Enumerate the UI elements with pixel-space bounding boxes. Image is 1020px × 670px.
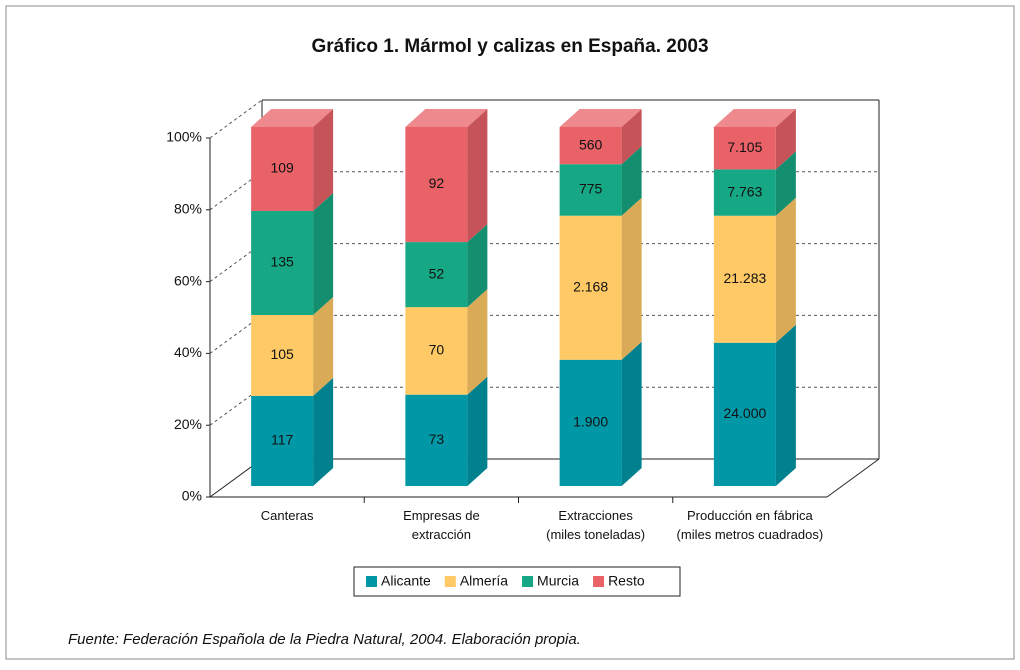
y-tick-label: 0% (182, 488, 202, 504)
bar-segment (251, 109, 334, 211)
x-tick-label: Producción en fábrica (miles metros cuadr… (677, 508, 824, 542)
x-tick-label: Extracciones (miles toneladas) (546, 508, 645, 542)
data-label: 70 (429, 342, 445, 358)
bar-front (559, 164, 622, 216)
bar-front (251, 314, 314, 396)
legend-swatch (593, 576, 605, 587)
data-label: 73 (429, 431, 445, 447)
source-note: Fuente: Federación Española de la Piedra… (68, 631, 581, 648)
bar-segment (559, 341, 642, 486)
bar-front (713, 215, 776, 343)
bar-top (559, 109, 642, 127)
x-tick-label: Canteras (261, 508, 314, 523)
floor-edge (826, 458, 880, 498)
legend-swatch (366, 576, 377, 587)
bar-side (313, 192, 334, 315)
bar-side (313, 377, 334, 486)
grid-line (209, 314, 263, 354)
bar-side (775, 324, 796, 486)
legend-box (353, 566, 681, 597)
data-label: 117 (271, 432, 294, 448)
data-label: 1.900 (573, 414, 608, 430)
bar-top (405, 109, 488, 127)
bar-segment (713, 109, 796, 170)
data-label: 109 (270, 160, 294, 176)
bar-front (559, 127, 622, 165)
y-tick-label: 20% (174, 416, 202, 432)
bar-segment (559, 197, 642, 360)
y-tick-label: 100% (166, 129, 202, 145)
bar-segment (405, 224, 488, 308)
data-label: 135 (270, 254, 294, 270)
legend-label: Murcia (537, 573, 579, 589)
data-label: 92 (429, 175, 445, 191)
bar-front (405, 307, 468, 395)
bar-front (713, 127, 776, 170)
data-label: 105 (270, 346, 294, 362)
bar-segment (713, 324, 796, 486)
bar-front (559, 215, 622, 360)
data-label: 21.283 (723, 270, 766, 286)
y-tick-label: 40% (174, 344, 202, 360)
chart-title: Gráfico 1. Mármol y calizas en España. 2… (311, 36, 708, 57)
bar-segment (713, 151, 796, 216)
bar-segment (405, 109, 488, 243)
bar-segment (713, 197, 796, 343)
bar-front (713, 342, 776, 486)
x-tick-label: Empresas de extracción (403, 508, 480, 542)
bar-top (713, 109, 796, 127)
grid-line (209, 171, 263, 211)
legend-label: Almería (460, 573, 508, 589)
bar-front (251, 210, 314, 315)
data-label: 2.168 (573, 278, 608, 294)
y-tick-label: 60% (174, 272, 202, 288)
bar-side (621, 341, 642, 486)
bar-segment (251, 296, 334, 396)
bar-side (775, 151, 796, 216)
bar-side (621, 109, 642, 165)
legend-label: Resto (608, 573, 645, 589)
bar-side (775, 197, 796, 343)
frame (5, 5, 1015, 660)
bar-front (713, 169, 776, 216)
bar-side (621, 146, 642, 216)
legend-swatch (522, 576, 534, 587)
grid-line (209, 243, 263, 283)
bar-segment (559, 146, 642, 216)
data-label: 24.000 (723, 405, 766, 421)
bar-segment (405, 376, 488, 486)
bar-front (405, 242, 468, 308)
bar-segment (251, 377, 334, 486)
bar-side (467, 109, 488, 243)
bar-segment (251, 192, 334, 315)
legend-swatch (444, 576, 456, 587)
bar-side (313, 296, 334, 396)
bar-front (251, 127, 314, 211)
bar-front (559, 359, 622, 486)
bar-side (775, 109, 796, 170)
legend-label: Alicante (381, 573, 431, 589)
data-label: 52 (429, 265, 445, 281)
data-label: 560 (579, 136, 603, 152)
bar-side (621, 197, 642, 360)
bar-front (405, 127, 468, 243)
y-tick-label: 80% (174, 201, 202, 217)
data-label: 775 (579, 181, 603, 197)
bar-side (313, 109, 334, 211)
data-label: 7.763 (727, 183, 762, 199)
bar-top (251, 109, 334, 127)
bar-side (467, 224, 488, 308)
bar-segment (405, 289, 488, 395)
bar-front (251, 395, 314, 486)
data-label: 7.105 (727, 139, 762, 155)
bar-side (467, 376, 488, 486)
grid-line (209, 99, 263, 139)
bar-front (405, 394, 468, 486)
bar-side (467, 289, 488, 395)
grid-line (209, 386, 263, 426)
bar-segment (559, 109, 642, 165)
